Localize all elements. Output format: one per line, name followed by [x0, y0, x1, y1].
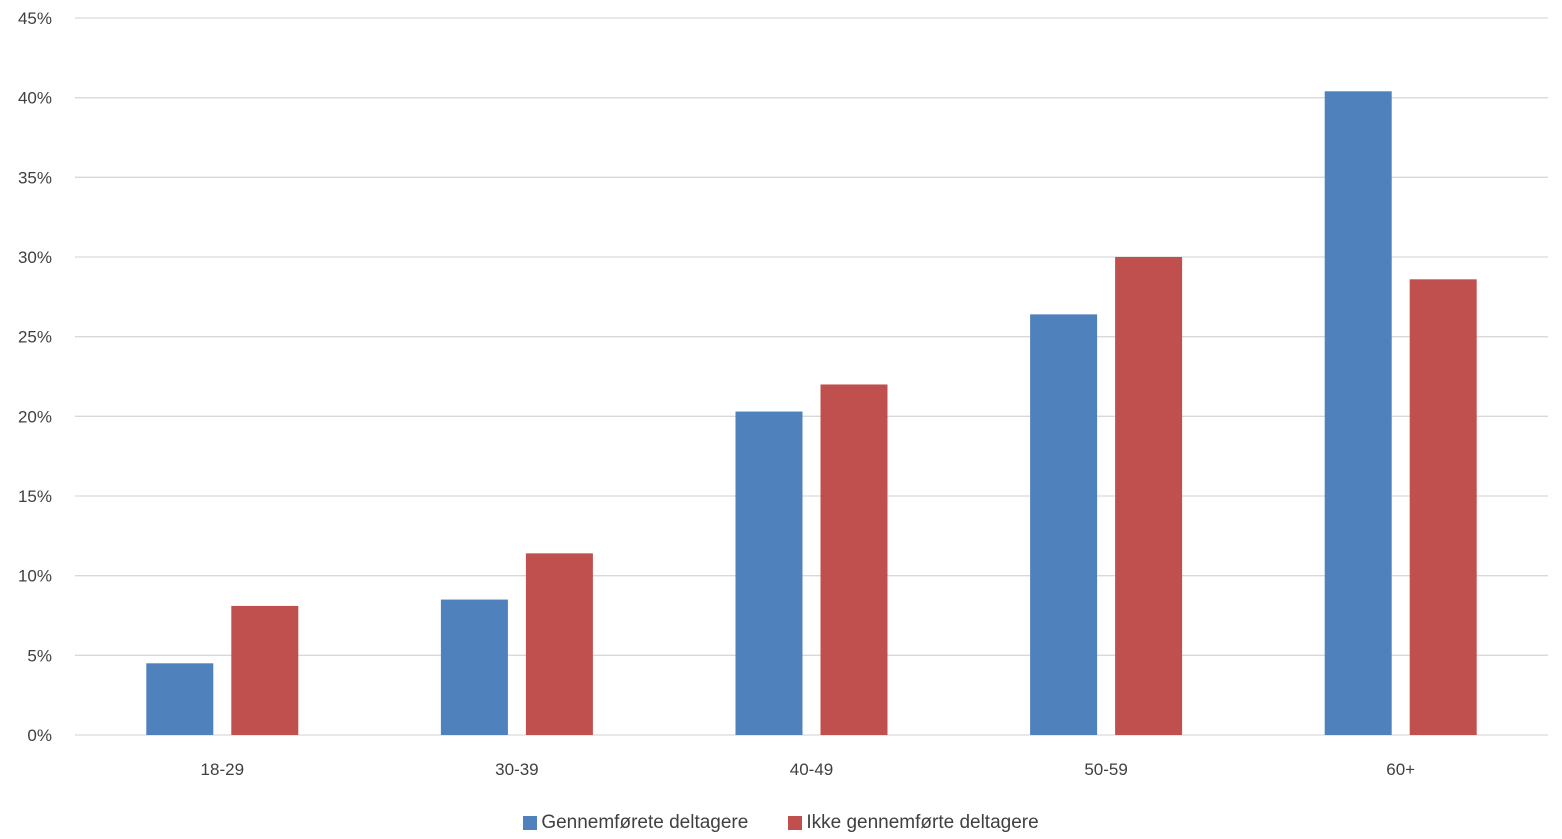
y-tick-label: 5%	[27, 646, 52, 665]
x-tick-label: 30-39	[495, 760, 538, 779]
y-tick-label: 10%	[18, 567, 52, 586]
legend: Gennemførete deltagere Ikke gennemførte …	[0, 812, 1562, 834]
legend-label-series-2: Ikke gennemførte deltagere	[806, 812, 1039, 833]
y-axis-tick-labels: 0% 5% 10% 15% 20% 25% 30% 35% 40% 45%	[18, 9, 52, 745]
y-tick-label: 25%	[18, 328, 52, 347]
x-tick-label: 40-49	[790, 760, 833, 779]
y-tick-label: 15%	[18, 487, 52, 506]
x-axis-tick-labels: 18-29 30-39 40-49 50-59 60+	[201, 760, 1416, 779]
legend-item-series-2: Ikke gennemførte deltagere	[788, 812, 1039, 834]
bar-series-1-18-29	[146, 663, 214, 735]
y-tick-label: 35%	[18, 168, 52, 187]
bar-series-2-50-59	[1115, 257, 1183, 735]
bar-series-2-18-29	[231, 605, 299, 735]
y-tick-label: 20%	[18, 407, 52, 426]
legend-swatch-series-2	[788, 816, 803, 830]
legend-label-series-1: Gennemførete deltagere	[541, 812, 749, 833]
legend-item-series-1: Gennemførete deltagere	[523, 812, 748, 834]
legend-swatch-series-1	[523, 816, 538, 830]
bar-series-1-30-39	[440, 599, 508, 735]
y-tick-label: 45%	[18, 9, 52, 28]
x-tick-label: 60+	[1386, 760, 1415, 779]
bar-series-1-50-59	[1030, 314, 1098, 735]
x-tick-label: 50-59	[1084, 760, 1127, 779]
bar-series-1-40-49	[735, 411, 803, 735]
gridlines	[75, 17, 1548, 736]
y-tick-label: 0%	[27, 726, 52, 745]
bar-series-1-60+	[1324, 91, 1392, 735]
bar-series-2-30-39	[525, 553, 593, 735]
bars	[146, 91, 1477, 735]
y-tick-label: 40%	[18, 89, 52, 108]
bar-series-2-60+	[1409, 279, 1477, 735]
bar-series-2-40-49	[820, 384, 888, 735]
x-tick-label: 18-29	[201, 760, 244, 779]
y-tick-label: 30%	[18, 248, 52, 267]
